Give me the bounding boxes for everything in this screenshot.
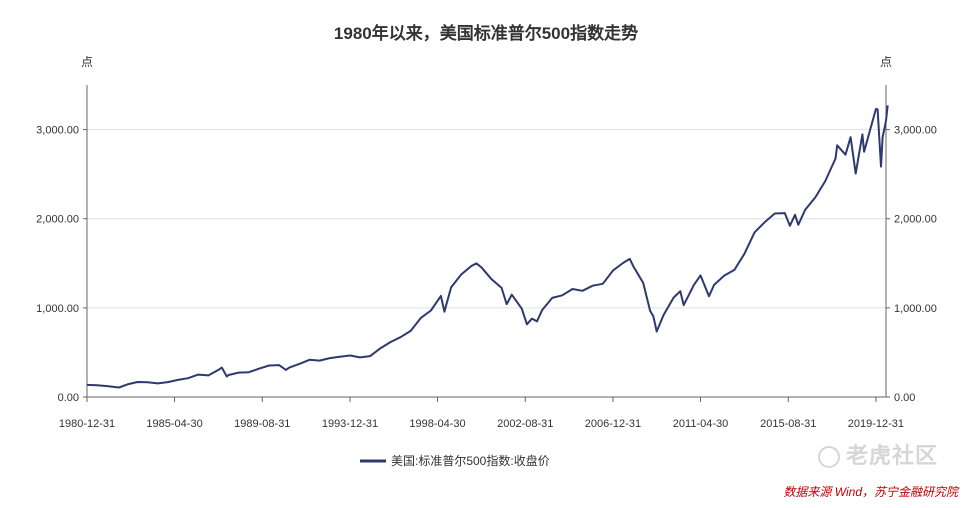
y-tick-label-right: 1,000.00 — [894, 303, 937, 315]
x-tick-label: 1993-12-31 — [322, 418, 378, 430]
x-tick-label: 2015-08-31 — [760, 418, 816, 430]
x-axis-ticks: 1980-12-31 1985-04-30 1989-08-31 1993-12-31… — [59, 397, 904, 430]
source-note: 数据来源 Wind，苏宁金融研究院 — [783, 485, 958, 499]
tiger-logo-icon — [818, 446, 840, 469]
x-tick-label: 1989-08-31 — [234, 418, 290, 430]
y-tick-label-left: 1,000.00 — [36, 303, 79, 315]
x-tick-label: 1980-12-31 — [59, 418, 115, 430]
legend: 美国:标准普尔500指数:收盘价 — [360, 453, 550, 468]
y-axis-unit-right: 点 — [880, 55, 892, 69]
series-line — [86, 105, 889, 389]
grid-lines — [87, 129, 886, 309]
x-tick-label: 1998-04-30 — [409, 418, 465, 430]
y-tick-label-left: 2,000.00 — [36, 214, 79, 226]
x-tick-label: 2019-12-31 — [848, 418, 904, 430]
series-layer — [86, 105, 889, 389]
y-tick-label-right: 3,000.00 — [894, 125, 937, 137]
legend-label: 美国:标准普尔500指数:收盘价 — [391, 453, 550, 468]
y-axis-ticks: 0.00 0.00 1,000.00 1,000.00 2,000.00 2,000.00… — [36, 125, 937, 404]
watermark: 老虎社区 — [818, 438, 938, 470]
x-tick-label: 2006-12-31 — [585, 418, 641, 430]
watermark-text: 老虎社区 — [846, 443, 939, 468]
y-tick-label-right: 2,000.00 — [894, 214, 937, 226]
x-tick-label: 1985-04-30 — [146, 418, 202, 430]
chart-title: 1980年以来，美国标准普尔500指数走势 — [334, 23, 638, 43]
x-tick-label: 2002-08-31 — [497, 418, 553, 430]
y-tick-label-left: 0.00 — [58, 392, 79, 404]
y-axis-unit-left: 点 — [81, 55, 93, 69]
x-tick-label: 2011-04-30 — [673, 418, 728, 430]
y-tick-label-right: 0.00 — [894, 392, 915, 404]
y-tick-label-left: 3,000.00 — [36, 125, 79, 137]
